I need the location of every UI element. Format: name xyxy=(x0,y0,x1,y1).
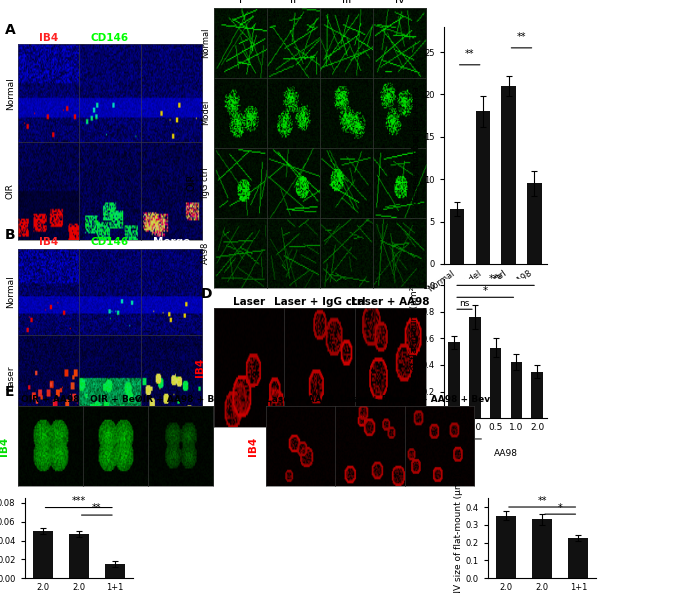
Text: **: ** xyxy=(538,496,547,506)
Bar xyxy=(510,362,522,418)
Text: Laser + AA98: Laser + AA98 xyxy=(267,396,335,404)
Bar xyxy=(449,209,464,264)
Text: Normal: Normal xyxy=(201,27,210,58)
Text: D: D xyxy=(201,287,212,301)
Bar xyxy=(469,317,481,418)
Text: B: B xyxy=(5,228,15,242)
Text: CD146: CD146 xyxy=(91,237,129,247)
Text: Laser + IgG ctrl: Laser + IgG ctrl xyxy=(274,296,365,307)
Y-axis label: CNV size of flat-mount (μm²): CNV size of flat-mount (μm²) xyxy=(454,473,463,593)
Text: AA98: AA98 xyxy=(494,449,518,458)
Text: Normal: Normal xyxy=(6,77,15,110)
Bar xyxy=(532,519,552,578)
Bar xyxy=(531,372,542,418)
Y-axis label: CNV size of flat-mount (μm²): CNV size of flat-mount (μm²) xyxy=(410,283,419,413)
Text: OIR: OIR xyxy=(187,174,197,192)
Text: Merge: Merge xyxy=(153,237,190,247)
Text: Laser: Laser xyxy=(6,366,15,390)
Bar xyxy=(501,86,516,264)
Bar xyxy=(449,342,460,418)
Text: Laser + AA98 + Bev: Laser + AA98 + Bev xyxy=(389,396,490,404)
Text: OIR + AA98: OIR + AA98 xyxy=(21,396,79,404)
Text: ***: *** xyxy=(489,274,503,284)
Text: F: F xyxy=(253,385,263,399)
Text: A: A xyxy=(5,23,15,37)
Text: iv: iv xyxy=(395,0,405,5)
Text: E: E xyxy=(5,385,15,399)
Text: IgG ctrl: IgG ctrl xyxy=(438,449,471,458)
Bar xyxy=(568,538,588,578)
Bar xyxy=(475,111,490,264)
Text: Normal: Normal xyxy=(6,276,15,308)
Text: *: * xyxy=(558,503,563,513)
Text: CD146: CD146 xyxy=(91,33,129,43)
Text: **: ** xyxy=(465,49,475,59)
Text: IB4: IB4 xyxy=(195,358,205,377)
Text: OIR: OIR xyxy=(500,311,517,320)
Text: OIR: OIR xyxy=(6,183,15,199)
Text: ns: ns xyxy=(459,299,470,308)
Text: ***: *** xyxy=(71,496,86,506)
Text: i: i xyxy=(239,0,241,5)
Text: Laser + Bev: Laser + Bev xyxy=(340,396,400,404)
Y-axis label: Vessels number per retina: Vessels number per retina xyxy=(412,86,421,205)
Text: Model: Model xyxy=(201,100,210,125)
Text: IB4: IB4 xyxy=(38,237,58,247)
Text: **: ** xyxy=(92,503,102,513)
Text: C: C xyxy=(201,0,211,1)
Text: OIR + AA98 + Bev: OIR + AA98 + Bev xyxy=(134,396,226,404)
Text: iii: iii xyxy=(342,0,351,5)
Text: AA98: AA98 xyxy=(201,241,210,264)
Text: IB4: IB4 xyxy=(248,436,258,456)
Text: Merge: Merge xyxy=(153,33,190,43)
Bar xyxy=(527,183,542,264)
Text: ii: ii xyxy=(290,0,296,5)
Text: OIR + Bev: OIR + Bev xyxy=(90,396,141,404)
Bar xyxy=(33,531,52,578)
Text: Laser: Laser xyxy=(233,296,265,307)
Text: IB4: IB4 xyxy=(38,33,58,43)
Text: IB4: IB4 xyxy=(0,436,9,456)
Bar xyxy=(105,564,125,578)
Bar xyxy=(490,347,501,418)
Text: IgG ctrl: IgG ctrl xyxy=(201,167,210,198)
Bar xyxy=(69,534,89,578)
Text: Laser + AA98: Laser + AA98 xyxy=(351,296,430,307)
Text: **: ** xyxy=(517,32,526,42)
Text: *: * xyxy=(483,286,488,296)
Bar xyxy=(496,516,516,578)
